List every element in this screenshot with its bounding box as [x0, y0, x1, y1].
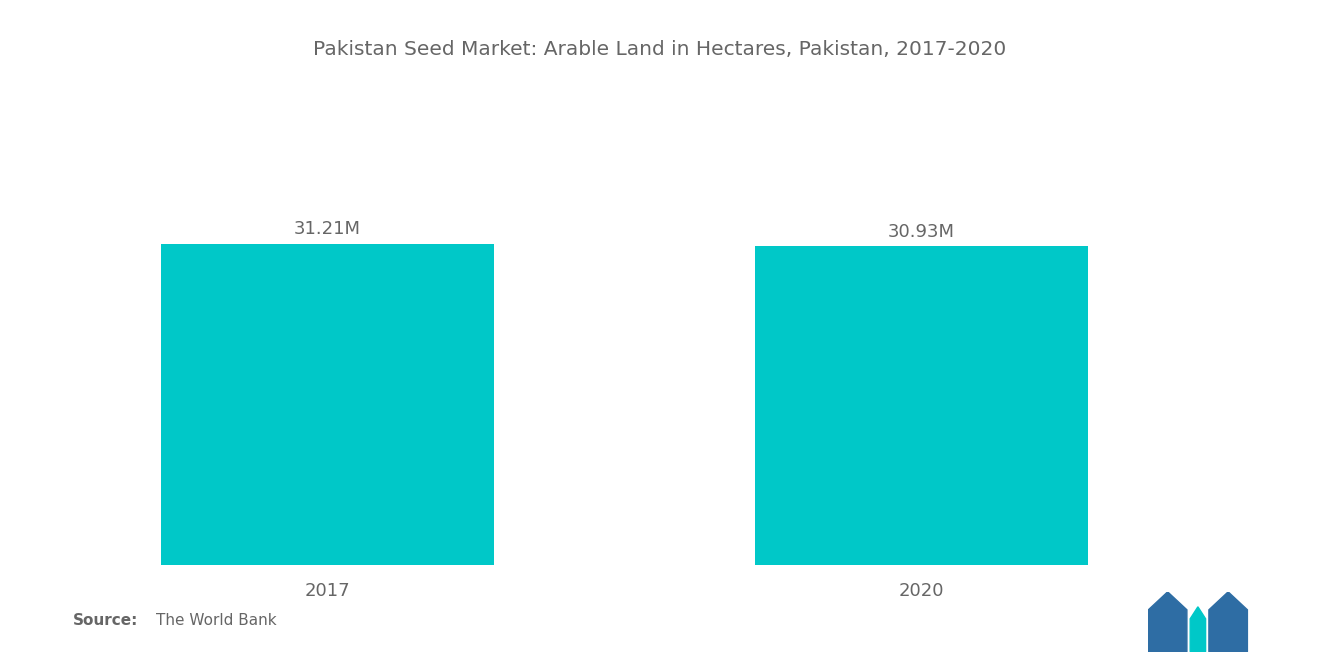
Bar [755, 247, 1088, 565]
Text: The World Bank: The World Bank [156, 613, 276, 628]
Polygon shape [1209, 592, 1247, 652]
Text: Pakistan Seed Market: Arable Land in Hectares, Pakistan, 2017-2020: Pakistan Seed Market: Arable Land in Hec… [313, 40, 1007, 59]
Polygon shape [1191, 606, 1205, 652]
Bar [161, 243, 494, 565]
Polygon shape [1148, 592, 1187, 652]
Text: 31.21M: 31.21M [294, 220, 360, 238]
Text: 30.93M: 30.93M [888, 223, 954, 241]
Text: Source:: Source: [73, 613, 139, 628]
